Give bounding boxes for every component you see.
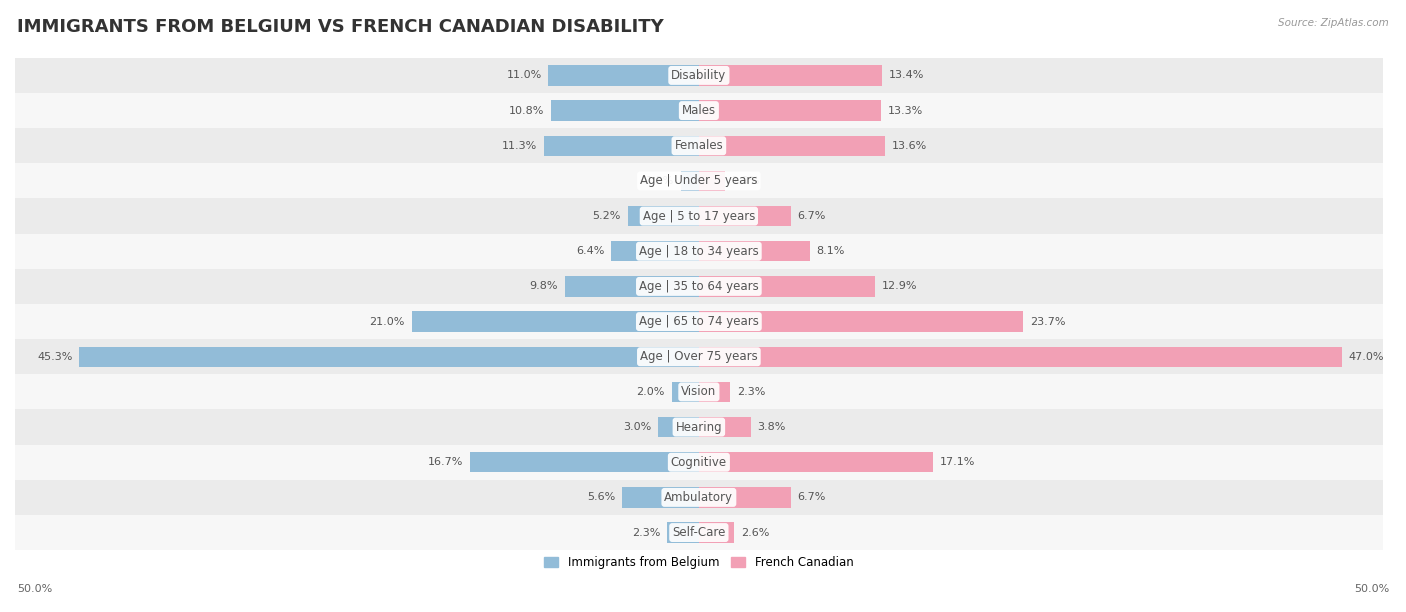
Text: 6.7%: 6.7% (797, 493, 825, 502)
Bar (471, 452, 699, 472)
Bar (15, 234, 1382, 269)
Bar (15, 93, 1382, 128)
Bar (612, 241, 699, 261)
Bar (699, 382, 730, 402)
Text: 13.3%: 13.3% (887, 106, 922, 116)
Bar (627, 206, 699, 226)
Bar (544, 135, 699, 156)
Text: Age | 18 to 34 years: Age | 18 to 34 years (638, 245, 759, 258)
Bar (15, 445, 1382, 480)
Bar (699, 346, 1341, 367)
Bar (15, 198, 1382, 234)
Bar (15, 339, 1382, 375)
Bar (15, 480, 1382, 515)
Text: Cognitive: Cognitive (671, 456, 727, 469)
Bar (681, 171, 699, 191)
Bar (699, 241, 810, 261)
Bar (15, 375, 1382, 409)
Text: 1.9%: 1.9% (731, 176, 761, 186)
Bar (658, 417, 699, 437)
Bar (15, 58, 1382, 93)
Bar (672, 382, 699, 402)
Text: Hearing: Hearing (675, 420, 723, 433)
Text: 6.7%: 6.7% (797, 211, 825, 221)
Bar (699, 312, 1024, 332)
Bar (15, 269, 1382, 304)
Bar (668, 523, 699, 543)
Text: 47.0%: 47.0% (1348, 352, 1384, 362)
Bar (699, 100, 880, 121)
Bar (699, 171, 725, 191)
Text: Females: Females (675, 140, 723, 152)
Text: 8.1%: 8.1% (817, 246, 845, 256)
Text: Age | Under 5 years: Age | Under 5 years (640, 174, 758, 187)
Text: Age | 35 to 64 years: Age | 35 to 64 years (638, 280, 759, 293)
Bar (15, 304, 1382, 339)
Text: 23.7%: 23.7% (1029, 316, 1066, 327)
Text: 17.1%: 17.1% (939, 457, 974, 467)
Text: Age | 5 to 17 years: Age | 5 to 17 years (643, 209, 755, 223)
Text: 2.0%: 2.0% (637, 387, 665, 397)
Text: 16.7%: 16.7% (429, 457, 464, 467)
Text: Disability: Disability (671, 69, 727, 82)
Bar (79, 346, 699, 367)
Text: 3.0%: 3.0% (623, 422, 651, 432)
Bar (551, 100, 699, 121)
Text: 45.3%: 45.3% (37, 352, 73, 362)
Text: Ambulatory: Ambulatory (665, 491, 734, 504)
Text: 12.9%: 12.9% (882, 282, 918, 291)
Bar (15, 409, 1382, 445)
Text: 3.8%: 3.8% (758, 422, 786, 432)
Text: 5.2%: 5.2% (592, 211, 621, 221)
Text: 10.8%: 10.8% (509, 106, 544, 116)
Bar (412, 312, 699, 332)
Text: Source: ZipAtlas.com: Source: ZipAtlas.com (1278, 18, 1389, 28)
Text: 5.6%: 5.6% (588, 493, 616, 502)
Text: 11.3%: 11.3% (502, 141, 537, 151)
Text: 21.0%: 21.0% (370, 316, 405, 327)
Bar (699, 206, 790, 226)
Text: 13.6%: 13.6% (891, 141, 927, 151)
Bar (623, 487, 699, 507)
Text: 2.6%: 2.6% (741, 528, 769, 537)
Bar (699, 523, 734, 543)
Text: IMMIGRANTS FROM BELGIUM VS FRENCH CANADIAN DISABILITY: IMMIGRANTS FROM BELGIUM VS FRENCH CANADI… (17, 18, 664, 36)
Text: Males: Males (682, 104, 716, 117)
Text: 9.8%: 9.8% (530, 282, 558, 291)
Text: 2.3%: 2.3% (633, 528, 661, 537)
Text: 50.0%: 50.0% (17, 584, 52, 594)
Text: 2.3%: 2.3% (737, 387, 765, 397)
Bar (548, 65, 699, 86)
Bar (699, 487, 790, 507)
Bar (699, 452, 932, 472)
Bar (699, 417, 751, 437)
Bar (565, 276, 699, 297)
Bar (699, 276, 876, 297)
Text: Age | 65 to 74 years: Age | 65 to 74 years (638, 315, 759, 328)
Text: 1.3%: 1.3% (645, 176, 675, 186)
Text: Age | Over 75 years: Age | Over 75 years (640, 350, 758, 364)
Bar (15, 128, 1382, 163)
Bar (15, 515, 1382, 550)
Text: 11.0%: 11.0% (506, 70, 541, 80)
Bar (15, 163, 1382, 198)
Text: 50.0%: 50.0% (1354, 584, 1389, 594)
Text: Vision: Vision (682, 386, 717, 398)
Bar (699, 65, 882, 86)
Legend: Immigrants from Belgium, French Canadian: Immigrants from Belgium, French Canadian (540, 551, 858, 574)
Bar (699, 135, 884, 156)
Text: 6.4%: 6.4% (576, 246, 605, 256)
Text: Self-Care: Self-Care (672, 526, 725, 539)
Text: 13.4%: 13.4% (889, 70, 924, 80)
